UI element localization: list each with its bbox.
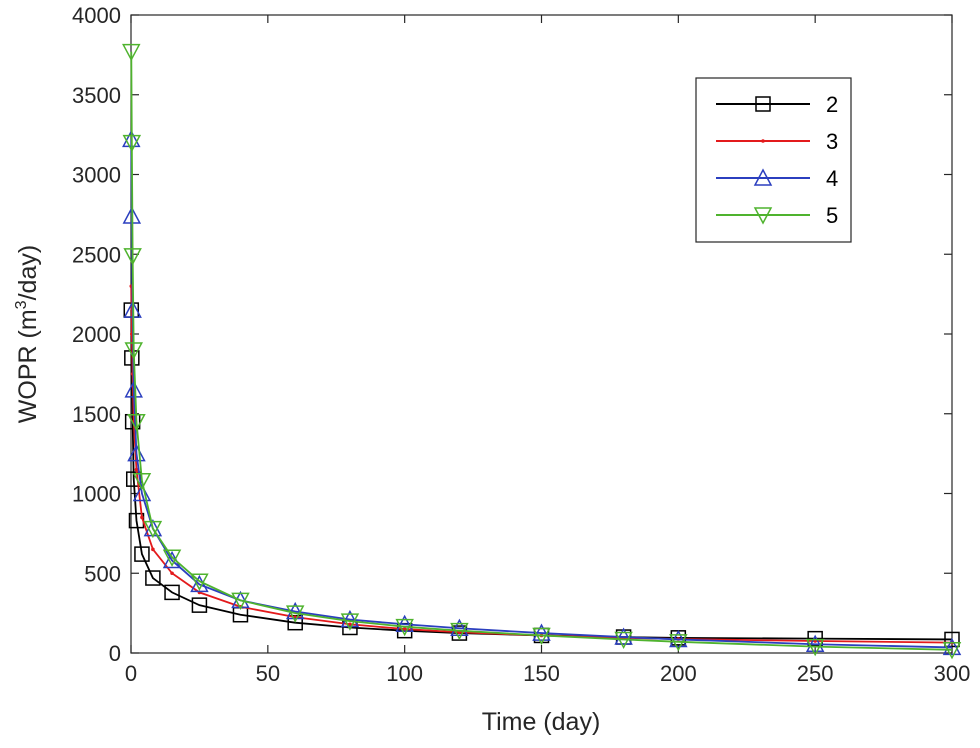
x-axis-label: Time (day) xyxy=(482,708,601,736)
x-tick-label: 0 xyxy=(125,661,137,686)
legend-label-4: 4 xyxy=(826,166,838,191)
y-tick-label: 4000 xyxy=(72,3,121,28)
data-point xyxy=(348,622,352,627)
data-point xyxy=(669,629,688,648)
y-axis-label-sup: 3 xyxy=(13,300,30,309)
data-point xyxy=(450,618,469,637)
data-point xyxy=(532,623,551,641)
data-point xyxy=(450,622,469,641)
data-point xyxy=(614,631,633,650)
x-tick-label: 200 xyxy=(660,661,697,686)
data-point xyxy=(124,342,143,360)
y-axis-label: WOPR (m3/day) xyxy=(13,245,42,423)
legend-label-3: 3 xyxy=(826,129,838,154)
data-point xyxy=(123,248,142,266)
y-tick-label: 1500 xyxy=(72,402,121,427)
data-point xyxy=(122,134,142,153)
data-point xyxy=(134,467,139,472)
series-line-5 xyxy=(130,51,953,651)
axis-ticks: 0 50 100 150 200 250 3000500100015002000250030… xyxy=(72,3,970,686)
y-axis-label-main: WOPR (m xyxy=(14,309,42,423)
x-tick-label: 150 xyxy=(523,661,560,686)
legend-marker-5 xyxy=(753,207,773,225)
legend-marker-4 xyxy=(753,168,773,186)
series-layer xyxy=(122,43,962,660)
data-point xyxy=(122,43,141,62)
data-point xyxy=(285,601,305,620)
data-point xyxy=(134,546,150,562)
legend-marker-2 xyxy=(755,96,771,112)
y-tick-label: 2000 xyxy=(72,322,121,347)
legend-label-5: 5 xyxy=(826,203,838,228)
data-point xyxy=(395,618,414,637)
data-point xyxy=(124,380,143,398)
data-point xyxy=(340,609,360,628)
data-point xyxy=(132,472,152,491)
data-point xyxy=(340,613,360,631)
legend-marker-3 xyxy=(761,139,765,143)
data-point xyxy=(669,634,688,652)
legend-label-2: 2 xyxy=(826,92,838,117)
data-point xyxy=(127,444,146,462)
data-point xyxy=(402,627,407,631)
x-tick-label: 250 xyxy=(797,661,834,686)
data-point xyxy=(140,515,144,520)
data-point xyxy=(231,592,250,610)
data-point xyxy=(805,638,825,657)
data-point xyxy=(127,413,146,432)
y-tick-label: 1000 xyxy=(72,482,121,507)
x-tick-label: 50 xyxy=(256,661,280,686)
data-point xyxy=(942,637,962,656)
data-point xyxy=(805,634,825,652)
series-5 xyxy=(122,43,962,660)
y-tick-label: 2500 xyxy=(72,242,121,267)
data-point xyxy=(190,573,209,591)
y-tick-label: 0 xyxy=(109,641,121,666)
y-tick-label: 3500 xyxy=(72,83,121,108)
data-point xyxy=(170,571,174,576)
data-point xyxy=(944,631,960,648)
y-tick-label: 500 xyxy=(84,561,121,586)
data-point xyxy=(614,627,633,645)
data-point xyxy=(164,584,180,601)
data-point xyxy=(942,642,962,660)
data-point xyxy=(191,597,208,613)
data-point xyxy=(143,520,163,539)
data-point xyxy=(145,570,161,586)
data-point xyxy=(395,614,414,633)
data-point xyxy=(807,630,823,647)
legend: 2 3 4 5 xyxy=(695,77,852,243)
y-tick-label: 3000 xyxy=(72,163,121,188)
data-point xyxy=(132,483,152,502)
data-point xyxy=(532,627,551,646)
x-tick-label: 300 xyxy=(934,661,971,686)
data-point xyxy=(151,547,155,552)
data-point xyxy=(285,605,305,623)
x-tick-label: 100 xyxy=(386,661,423,686)
y-axis-label-tail: /day) xyxy=(14,245,42,301)
data-point xyxy=(162,549,182,567)
